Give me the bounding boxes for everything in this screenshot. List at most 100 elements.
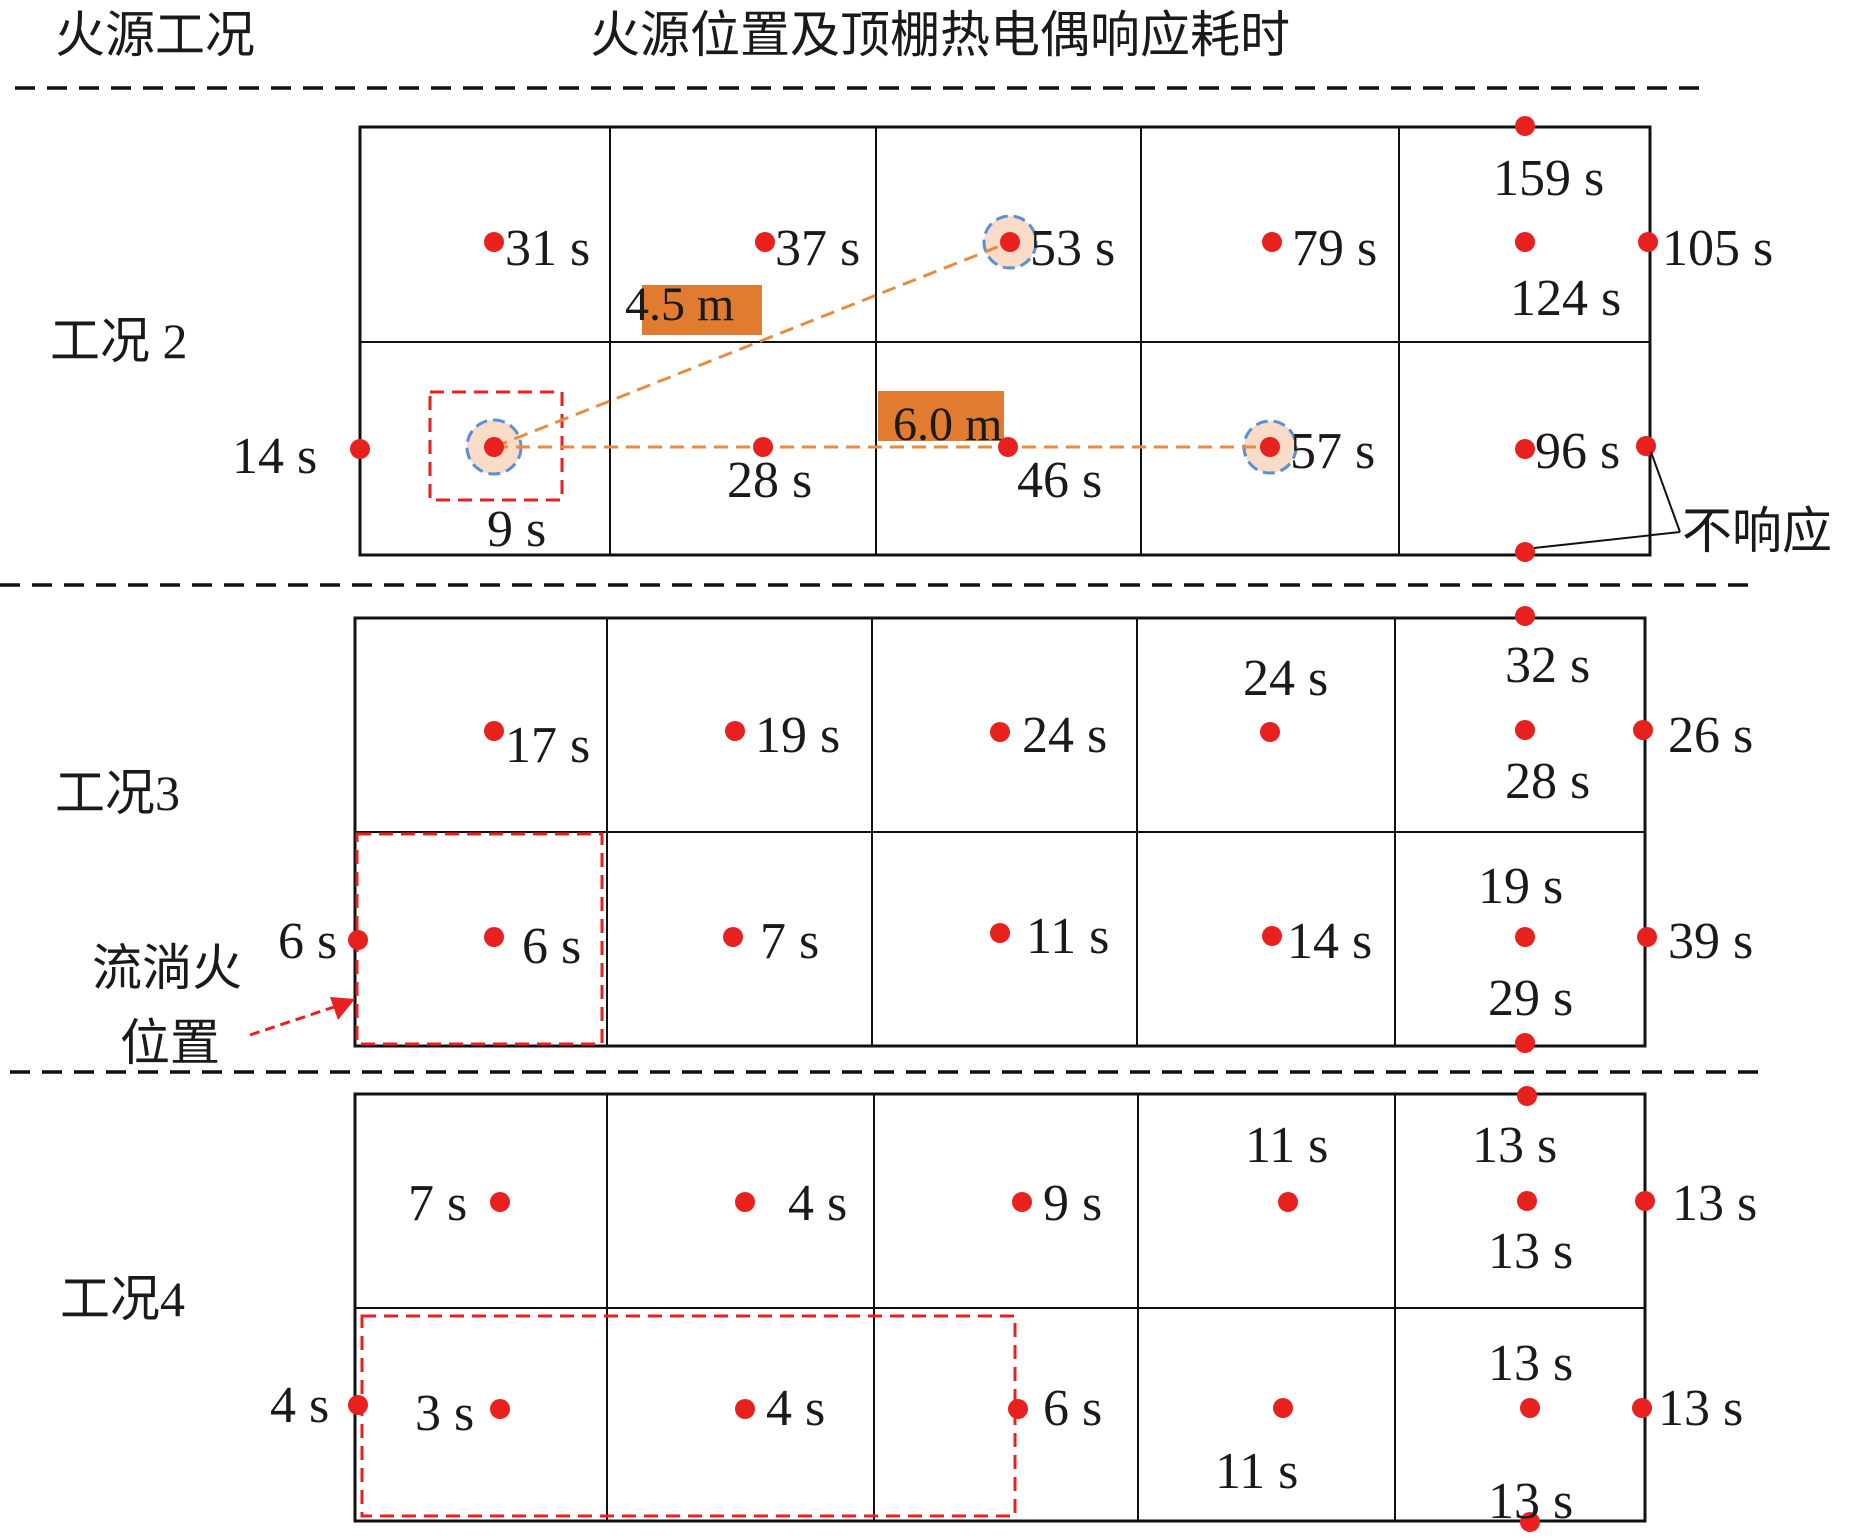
thermocouple-point: [484, 721, 504, 741]
thermocouple-point: [1517, 1086, 1537, 1106]
case-3-times: 17 s 19 s 24 s 24 s 32 s 28 s 26 s 6 s 6…: [278, 637, 1753, 1027]
thermocouple-point: [1260, 437, 1280, 457]
time-label: 79 s: [1292, 220, 1377, 277]
thermocouple-point: [1273, 1398, 1293, 1418]
time-label: 31 s: [505, 220, 590, 277]
time-label: 53 s: [1030, 220, 1115, 277]
time-label: 11 s: [1215, 1443, 1298, 1500]
time-label: 96 s: [1535, 423, 1620, 480]
distance-label-bg: [642, 285, 762, 335]
time-label: 124 s: [1510, 270, 1621, 327]
time-label: 13 s: [1488, 1335, 1573, 1392]
time-label: 6 s: [522, 918, 581, 975]
thermocouple-point: [1515, 606, 1535, 626]
time-label: 3 s: [415, 1385, 474, 1442]
thermocouple-point: [755, 232, 775, 252]
time-label: 11 s: [1026, 908, 1109, 965]
distance-label-6-0m: 6.0 m: [893, 398, 1002, 451]
no-response-label: 不响应: [1682, 503, 1832, 559]
case-4-points: [348, 1086, 1655, 1532]
thermocouple-point: [1260, 722, 1280, 742]
thermocouple-point: [484, 437, 504, 457]
header-title: 火源位置及顶棚热电偶响应耗时: [590, 7, 1290, 63]
thermocouple-point: [735, 1399, 755, 1419]
thermocouple-point: [1515, 542, 1535, 562]
thermocouple-point: [990, 923, 1010, 943]
pool-fire-arrowhead: [330, 997, 355, 1020]
time-label: 46 s: [1017, 452, 1102, 509]
time-label: 4 s: [788, 1175, 847, 1232]
thermocouple-point: [1515, 439, 1535, 459]
case-4-label: 工况4: [60, 1271, 185, 1327]
case-2-label: 工况 2: [50, 313, 188, 369]
thermocouple-point: [490, 1399, 510, 1419]
time-label: 13 s: [1472, 1117, 1557, 1174]
time-label: 159 s: [1493, 150, 1604, 207]
time-label: 57 s: [1290, 423, 1375, 480]
thermocouple-point: [753, 437, 773, 457]
thermocouple-point: [1632, 1398, 1652, 1418]
thermocouple-point: [1636, 436, 1656, 456]
thermocouple-point: [725, 721, 745, 741]
case-2-times: 31 s 37 s 53 s 79 s 159 s 124 s 105 s 14…: [232, 150, 1773, 558]
pool-fire-label: 流淌火: [92, 940, 242, 996]
time-label: 24 s: [1243, 650, 1328, 707]
thermocouple-point: [990, 722, 1010, 742]
time-label: 7 s: [760, 913, 819, 970]
time-label: 28 s: [727, 452, 812, 509]
time-label: 13 s: [1658, 1380, 1743, 1437]
case-2-points: [350, 116, 1658, 562]
distance-label-bg: [878, 391, 1004, 441]
time-label: 37 s: [775, 220, 860, 277]
time-label: 7 s: [408, 1175, 467, 1232]
header-fire-case: 火源工况: [55, 7, 255, 63]
thermocouple-point: [1515, 720, 1535, 740]
time-label: 9 s: [487, 501, 546, 558]
thermocouple-point: [1515, 927, 1535, 947]
thermocouple-point: [1000, 232, 1020, 252]
time-label: 14 s: [1287, 913, 1372, 970]
distance-label-4-5m: 4.5 m: [625, 278, 734, 331]
case-4-panel: 工况4 7 s 4 s 9 s 1: [60, 1086, 1757, 1532]
case-4-times: 7 s 4 s 9 s 11 s 13 s 13 s 13 s 4 s 3 s …: [270, 1117, 1757, 1530]
thermocouple-point: [1262, 232, 1282, 252]
time-label: 6 s: [1043, 1380, 1102, 1437]
thermocouple-point: [1008, 1399, 1028, 1419]
thermocouple-point: [1515, 116, 1535, 136]
time-label: 6 s: [278, 913, 337, 970]
time-label: 9 s: [1043, 1175, 1102, 1232]
no-response-leader: [1650, 451, 1681, 533]
thermocouple-point: [1635, 1191, 1655, 1211]
time-label: 13 s: [1488, 1473, 1573, 1530]
time-label: 39 s: [1668, 913, 1753, 970]
thermocouple-point: [1515, 232, 1535, 252]
thermocouple-point: [1278, 1192, 1298, 1212]
thermocouple-point: [723, 927, 743, 947]
time-label: 11 s: [1245, 1117, 1328, 1174]
thermocouple-point: [735, 1192, 755, 1212]
thermocouple-point: [1517, 1191, 1537, 1211]
thermocouple-point: [490, 1192, 510, 1212]
time-label: 4 s: [270, 1377, 329, 1434]
time-label: 19 s: [755, 707, 840, 764]
pool-fire-label: 位置: [120, 1015, 220, 1071]
thermocouple-point: [484, 927, 504, 947]
time-label: 105 s: [1662, 220, 1773, 277]
time-label: 24 s: [1022, 707, 1107, 764]
no-response-leader: [1533, 531, 1681, 549]
case-2-panel: 工况 2 4.5 m 6.0 m: [50, 116, 1832, 562]
time-label: 26 s: [1668, 707, 1753, 764]
case-3-points: [348, 606, 1657, 1053]
time-label: 4 s: [766, 1380, 825, 1437]
thermocouple-point: [1262, 926, 1282, 946]
time-label: 32 s: [1505, 637, 1590, 694]
thermocouple-point: [1633, 720, 1653, 740]
thermocouple-point: [1520, 1512, 1540, 1532]
distance-line-4-5m: [493, 240, 1011, 449]
time-label: 19 s: [1478, 858, 1563, 915]
thermocouple-point: [348, 1395, 368, 1415]
time-label: 28 s: [1505, 753, 1590, 810]
case-3-panel: 工况3 流淌火 位置: [55, 606, 1753, 1071]
